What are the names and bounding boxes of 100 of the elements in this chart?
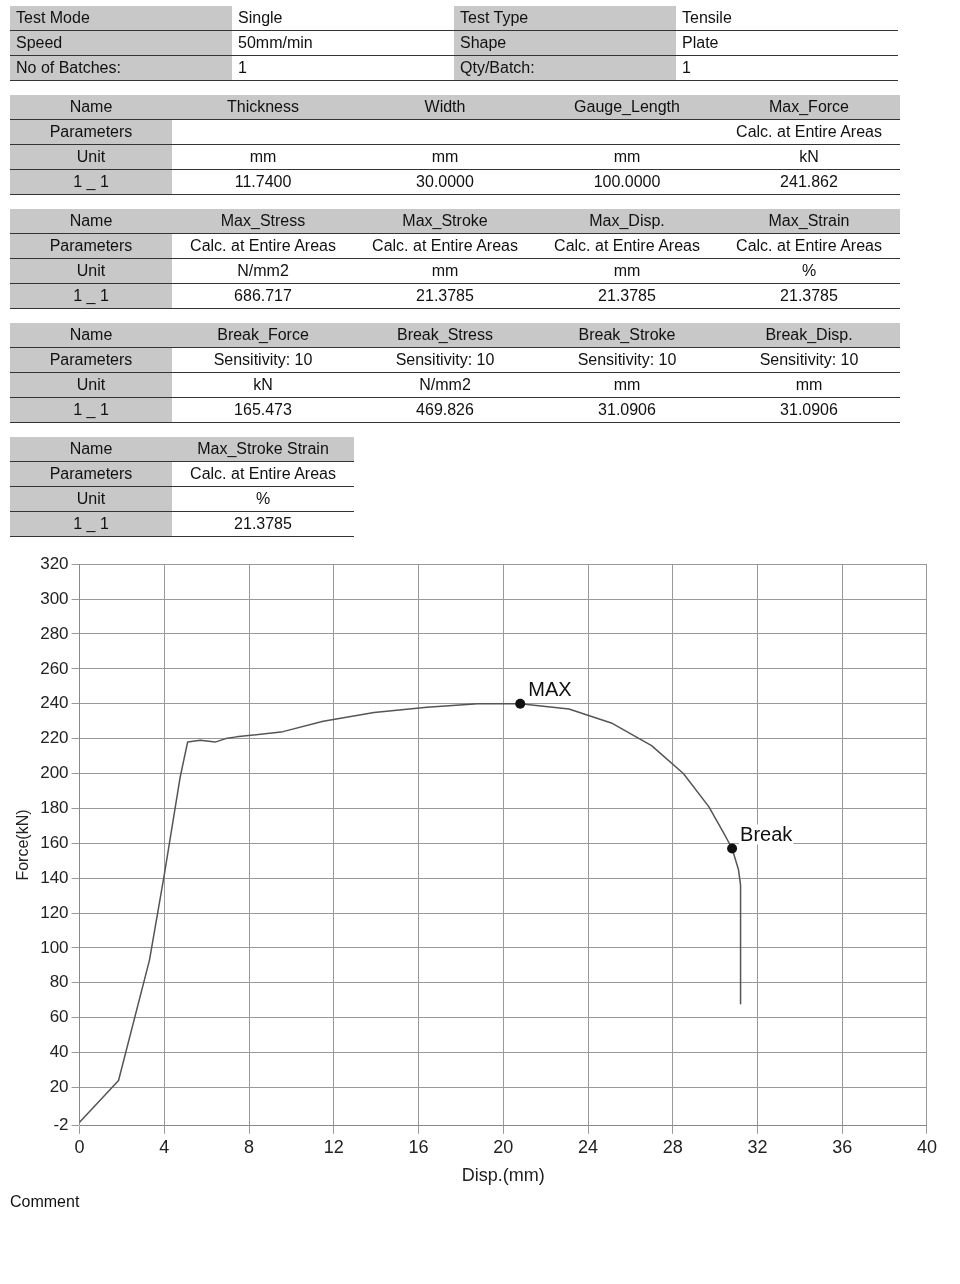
text: N/mm2: [172, 258, 354, 284]
x-tick-label: 40: [916, 1136, 937, 1157]
text: 21.3785: [718, 283, 900, 309]
text: mm: [536, 144, 718, 170]
text: 11.7400: [172, 169, 354, 195]
text: 50mm/min: [232, 30, 454, 56]
x-tick-label: 12: [323, 1136, 344, 1157]
text: Qty/Batch:: [454, 55, 676, 81]
y-tick-label: 260: [40, 658, 69, 678]
text: Parameters: [10, 119, 172, 145]
category-label: Max_Stress: [172, 209, 354, 234]
text: 100.0000: [536, 169, 718, 195]
y-tick-label: 140: [40, 867, 69, 887]
category-label: Test Type: [454, 6, 676, 31]
text: 31.0906: [536, 397, 718, 423]
text: 1 _ 1: [10, 169, 172, 195]
text: Calc. at Entire Areas: [354, 233, 536, 259]
category-label: Name: [10, 95, 172, 120]
category-label: Break_Disp.: [718, 323, 900, 348]
annotation: MAX: [528, 678, 572, 701]
text: mm: [172, 144, 354, 170]
text: Comment: [10, 1193, 81, 1211]
category-label: Thickness: [172, 95, 354, 120]
y-tick-label: 160: [40, 832, 69, 852]
y-tick-label: 300: [40, 588, 69, 608]
text: Parameters: [10, 233, 172, 259]
category-label: Max_Force: [718, 95, 900, 120]
text: Calc. at Entire Areas: [718, 233, 900, 259]
x-tick-label: 0: [74, 1136, 85, 1157]
x-tick-label: 36: [832, 1136, 853, 1157]
text: Sensitivity: 10: [536, 347, 718, 373]
text: 31.0906: [718, 397, 900, 423]
y-tick-label: 280: [40, 623, 69, 643]
text: Unit: [10, 258, 172, 284]
text: 21.3785: [354, 283, 536, 309]
text: %: [172, 486, 354, 512]
x-tick-label: 20: [493, 1136, 514, 1157]
y-tick-label: 240: [40, 693, 69, 713]
y-tick-label: 80: [49, 972, 69, 992]
text: Parameters: [10, 347, 172, 373]
y-tick-label: 60: [49, 1007, 69, 1027]
text: N/mm2: [354, 372, 536, 398]
text: kN: [718, 144, 900, 170]
x-tick-label: 32: [747, 1136, 768, 1157]
text: 1: [232, 55, 454, 81]
category-label: Tensile: [676, 6, 898, 31]
x-tick-label: 16: [408, 1136, 429, 1157]
category-label: Break_Stress: [354, 323, 536, 348]
category-label: Break_Force: [172, 323, 354, 348]
category-label: Single: [232, 6, 454, 31]
text: 686.717: [172, 283, 354, 309]
category-label: Width: [354, 95, 536, 120]
y-tick-label: 100: [40, 937, 69, 957]
y-tick-label: 40: [49, 1042, 69, 1062]
category-label: Test Mode: [10, 6, 232, 31]
category-label: Name: [10, 209, 172, 234]
text: 1 _ 1: [10, 511, 172, 537]
text: mm: [354, 258, 536, 284]
text: kN: [172, 372, 354, 398]
category-label: Break_Stroke: [536, 323, 718, 348]
y-tick-label: 220: [40, 728, 69, 748]
x-axis-title: Disp.(mm): [461, 1165, 545, 1186]
category-label: Max_Stroke: [354, 209, 536, 234]
text: Shape: [454, 30, 676, 56]
text: %: [718, 258, 900, 284]
y-tick-label: 200: [40, 763, 69, 783]
text: Unit: [10, 372, 172, 398]
text: Calc. at Entire Areas: [536, 233, 718, 259]
category-label: Max_Stroke Strain: [172, 437, 354, 462]
text: Calc. at Entire Areas: [718, 119, 900, 145]
text: 241.862: [718, 169, 900, 195]
text: 30.0000: [354, 169, 536, 195]
x-tick-label: 24: [578, 1136, 599, 1157]
text: 21.3785: [536, 283, 718, 309]
y-tick-label: 20: [49, 1077, 69, 1097]
category-label: Max_Disp.: [536, 209, 718, 234]
text: Unit: [10, 486, 172, 512]
x-tick-label: 8: [244, 1136, 255, 1157]
text: mm: [536, 258, 718, 284]
category-label: Max_Strain: [718, 209, 900, 234]
x-tick-label: 28: [662, 1136, 683, 1157]
text: No of Batches:: [10, 55, 232, 81]
annotation: Break: [740, 823, 794, 845]
text: Plate: [676, 30, 898, 56]
category-label: Gauge_Length: [536, 95, 718, 120]
text: 1 _ 1: [10, 283, 172, 309]
text: Calc. at Entire Areas: [172, 233, 354, 259]
text: Sensitivity: 10: [172, 347, 354, 373]
y-tick-label: -2: [53, 1115, 69, 1135]
text: Unit: [10, 144, 172, 170]
text: 1 _ 1: [10, 397, 172, 423]
text: 1: [676, 55, 898, 81]
y-axis-title: Force(kN): [14, 809, 32, 881]
text: Sensitivity: 10: [718, 347, 900, 373]
text: mm: [718, 372, 900, 398]
y-tick-label: 120: [40, 902, 69, 922]
text: Calc. at Entire Areas: [172, 461, 354, 487]
category-label: Name: [10, 323, 172, 348]
text: 469.826: [354, 397, 536, 423]
category-label: Name: [10, 437, 172, 462]
